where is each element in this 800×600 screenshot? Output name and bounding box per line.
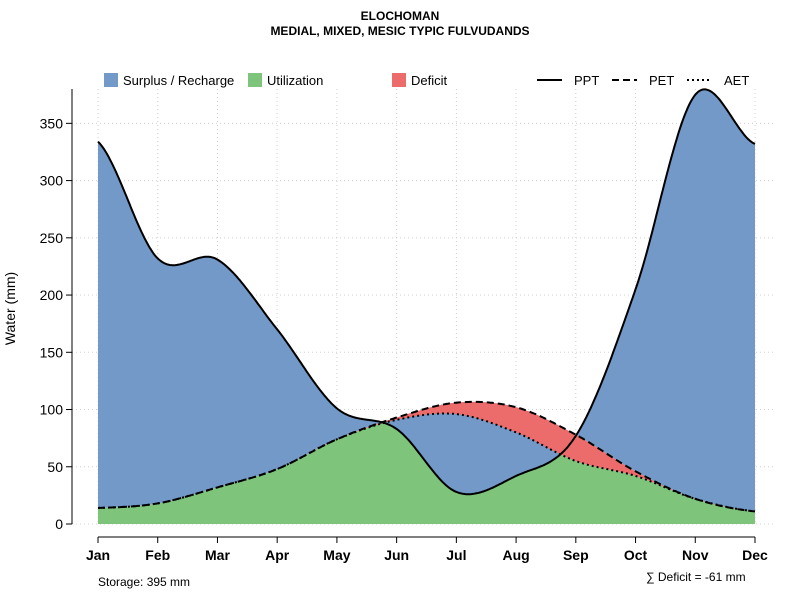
legend-label-surplus-recharge: Surplus / Recharge	[123, 73, 234, 88]
y-tick-label: 100	[40, 402, 64, 418]
surplus-area	[98, 89, 755, 512]
x-tick-label: Nov	[682, 547, 709, 563]
x-tick-label: Jul	[446, 547, 466, 563]
x-tick-label: Jan	[86, 547, 110, 563]
x-tick-label: Sep	[563, 547, 589, 563]
x-tick-label: Mar	[205, 547, 230, 563]
x-tick-label: Dec	[742, 547, 768, 563]
x-tick-label: Jun	[384, 547, 409, 563]
legend-label-deficit: Deficit	[411, 73, 448, 88]
legend-swatch-deficit	[392, 73, 406, 87]
x-tick-label: Apr	[265, 547, 290, 563]
y-axis-label: Water (mm)	[2, 272, 18, 345]
y-tick-label: 200	[40, 287, 64, 303]
legend-label-aet: AET	[724, 73, 749, 88]
legend-label-utilization: Utilization	[267, 73, 323, 88]
x-tick-label: May	[323, 547, 350, 563]
storage-label: Storage: 395 mm	[98, 575, 191, 589]
utilization-area	[98, 413, 755, 524]
legend-swatch-utilization	[248, 73, 262, 87]
x-tick-label: Feb	[145, 547, 170, 563]
series-line-aet	[97, 412, 756, 513]
y-tick-label: 50	[47, 459, 63, 475]
deficit-total-label: ∑ Deficit = -61 mm	[646, 570, 746, 584]
y-tick-label: 150	[40, 344, 64, 360]
legend-label-ppt: PPT	[574, 73, 599, 88]
chart-subtitle: MEDIAL, MIXED, MESIC TYPIC FULVUDANDS	[270, 24, 530, 38]
y-tick-label: 250	[40, 230, 64, 246]
y-tick-label: 300	[40, 173, 64, 189]
x-tick-label: Oct	[624, 547, 648, 563]
legend-label-pet: PET	[649, 73, 674, 88]
series-line-ppt	[97, 88, 756, 496]
y-tick-label: 0	[55, 516, 63, 532]
chart-title: ELOCHOMAN	[360, 9, 440, 23]
legend-swatch-surplus-recharge	[104, 73, 118, 87]
x-tick-label: Aug	[502, 547, 529, 563]
y-tick-label: 350	[40, 115, 64, 131]
